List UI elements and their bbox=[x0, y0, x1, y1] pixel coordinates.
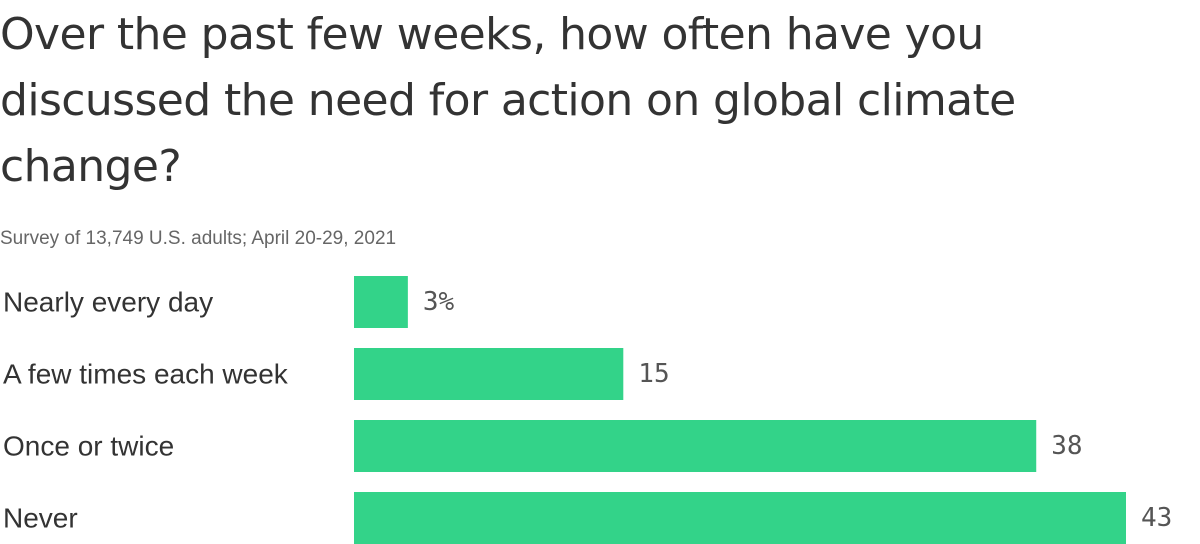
category-label: Once or twice bbox=[3, 431, 174, 462]
value-label: 15 bbox=[638, 359, 669, 389]
value-label: 38 bbox=[1051, 431, 1082, 461]
value-label: 43 bbox=[1141, 503, 1172, 533]
category-label: A few times each week bbox=[3, 359, 289, 390]
category-label: Never bbox=[3, 503, 78, 534]
chart-subtitle: Survey of 13,749 U.S. adults; April 20-2… bbox=[0, 228, 397, 249]
bar bbox=[354, 492, 1126, 544]
category-label: Nearly every day bbox=[3, 287, 213, 318]
bar bbox=[354, 348, 624, 400]
value-label: 3% bbox=[423, 287, 455, 317]
bar bbox=[354, 276, 408, 328]
bar bbox=[354, 420, 1037, 472]
chart-title: Over the past few weeks, how often have … bbox=[0, 9, 1016, 192]
